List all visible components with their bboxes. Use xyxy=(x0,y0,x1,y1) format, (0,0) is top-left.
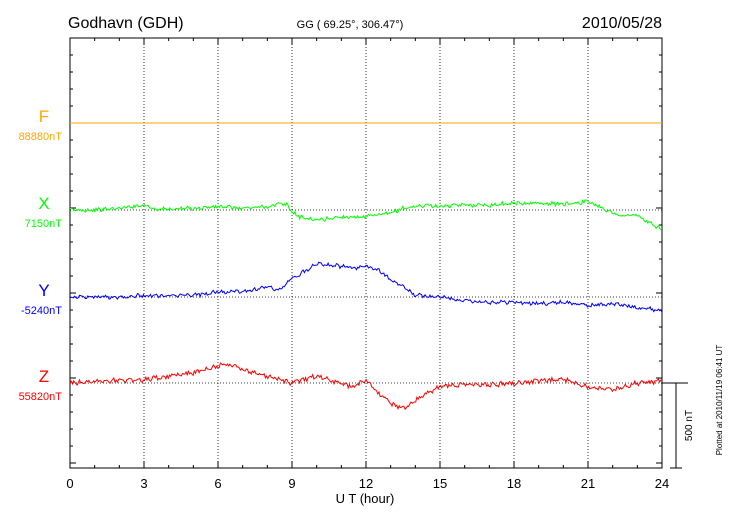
x-tick-label-15: 15 xyxy=(433,476,447,491)
x-tick-label-3: 3 xyxy=(140,476,147,491)
plot-frame xyxy=(69,37,663,469)
x-tick-label-12: 12 xyxy=(359,476,373,491)
scale-bar-label: 500 nT xyxy=(684,410,695,441)
series-baseline-value-z: 55820nT xyxy=(19,391,63,403)
scale-bar: 500 nT xyxy=(662,382,695,469)
x-tick-label-24: 24 xyxy=(655,476,669,491)
series-baseline-value-f: 88880nT xyxy=(19,131,63,143)
station-title: Godhavn (GDH) xyxy=(68,15,184,32)
series-name-z: Z xyxy=(39,367,49,386)
x-tick-label-18: 18 xyxy=(507,476,521,491)
series-name-y: Y xyxy=(38,281,49,300)
station-coordinates: GG ( 69.25°, 306.47°) xyxy=(297,19,404,31)
series-name-x: X xyxy=(38,194,49,213)
trace-y xyxy=(69,261,663,313)
x-tick-label-9: 9 xyxy=(288,476,295,491)
x-axis-title: U T (hour) xyxy=(336,491,395,506)
series-baseline-value-y: -5240nT xyxy=(21,305,62,317)
plotted-timestamp: Plotted at 2010/11/19 06:41 UT xyxy=(715,345,724,456)
series-labels: F 88880nT X 7150nT Y -5240nT Z 55820nT xyxy=(19,107,63,403)
plot-date: 2010/05/28 xyxy=(582,15,662,32)
series-traces xyxy=(69,122,663,411)
x-tick-label-6: 6 xyxy=(214,476,221,491)
trace-x xyxy=(69,199,663,230)
grid-lines xyxy=(143,38,589,468)
trace-z xyxy=(69,362,663,411)
series-baseline-value-x: 7150nT xyxy=(25,218,63,230)
x-tick-label-0: 0 xyxy=(66,476,73,491)
x-tick-label-21: 21 xyxy=(581,476,595,491)
plot-border xyxy=(69,37,663,469)
series-name-f: F xyxy=(39,107,49,126)
axis-ticks: 0 3 6 9 12 15 18 21 24 xyxy=(66,38,669,491)
